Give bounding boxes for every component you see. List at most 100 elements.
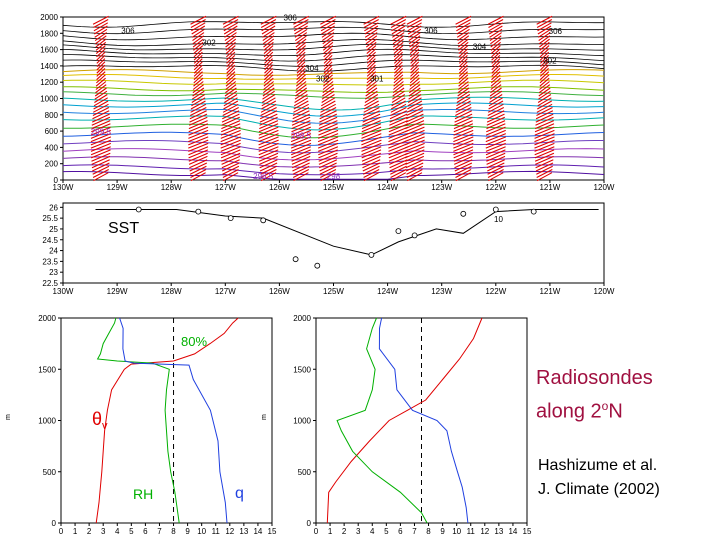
wind-barb [224,35,237,45]
wind-barb [318,146,339,156]
wind-barb [540,58,549,67]
wind-barb [453,149,474,159]
wind-barb [409,77,420,87]
contour-line [62,59,605,67]
wind-barb [190,172,206,182]
wind-barb [220,133,241,143]
wind-barb [222,103,239,113]
wind-barb [405,159,424,169]
contour-label: 299.5 [91,127,112,136]
cross-section-axes: 130W 129W 128W 127W 126W 125W 124W 123W 122W 121W… [40,13,615,192]
wind-barb [538,32,551,42]
wind-barb [222,110,240,120]
wind-barb [389,162,408,172]
wind-barb [323,58,333,67]
wind-barb [455,172,471,182]
wind-barb [262,32,275,42]
wind-barb [458,61,468,71]
wind-barb [407,97,422,107]
contour-line [63,123,605,139]
wind-barb [262,90,275,100]
wind-barb [365,87,378,97]
wind-barb [361,120,381,130]
wind-barb [485,139,507,149]
wind-barb [294,32,308,42]
wind-barb [259,116,278,126]
wind-barb [364,25,379,35]
wind-barb [410,61,420,71]
wind-barb [263,41,274,51]
contour-line [62,43,605,51]
wind-barb [258,142,279,152]
contour-line [62,131,605,146]
wind-barb [536,107,553,116]
contour-label: 306 [549,27,563,36]
wind-barb [295,87,308,97]
wind-barb [534,146,555,156]
wind-barb [535,155,554,165]
y-tick-label: 200 [45,160,59,169]
sst-marker [492,206,499,213]
wind-barb [535,110,554,120]
wind-barb [404,139,425,149]
wind-barb [365,32,378,42]
wind-barb [405,120,425,130]
wind-barb [295,77,307,87]
wind-barb [192,81,204,90]
wind-barb [188,123,209,133]
y-tick-label: 1000 [40,95,58,104]
contour-line [62,109,605,124]
wind-barb [93,100,109,110]
wind-barb [320,172,336,182]
wind-barb [193,55,203,64]
y-tick-label: 23 [49,268,58,277]
y-tick-label: 800 [45,111,59,120]
wind-barb [458,48,469,58]
wind-barb [96,51,106,61]
wind-barb [92,162,110,172]
wind-barb [392,38,404,48]
wind-barb [188,120,208,130]
wind-barb [409,48,420,58]
wind-barb [457,32,470,42]
contour-line [62,91,605,99]
wind-barb [222,165,240,175]
wind-barb [456,90,470,100]
wind-barb [95,77,106,87]
wind-barb [190,100,206,110]
rh-80-label: 80% [181,334,207,349]
wind-barb [390,19,407,28]
wind-barb [458,64,468,74]
wind-barb [490,81,502,90]
wind-barb [361,129,382,139]
contour-lines [62,21,605,180]
wind-barb [292,162,310,172]
x-tick-label: 1 [73,527,78,536]
wind-barb [364,28,378,38]
wind-barb [406,110,424,120]
wind-barb [296,61,306,71]
wind-barb [188,152,208,162]
wind-barb [189,162,208,172]
wind-barb [361,155,381,165]
wind-barb [388,152,409,162]
wind-barb [488,22,504,32]
y-tick-label: 2000 [38,314,56,323]
contour-line [62,64,605,72]
wind-barb [366,51,376,61]
wind-barb [221,155,241,165]
wind-barb [487,15,504,25]
wind-barb [366,45,377,55]
wind-barb [453,139,474,149]
wind-barb [540,61,549,71]
sst-frame [62,202,605,284]
sst-marker [460,210,467,217]
wind-barb [408,35,421,45]
wind-barb [291,159,311,169]
wind-barb [226,68,236,77]
wind-barb [222,169,239,178]
wind-barb [539,45,550,55]
wind-barb [408,32,421,42]
wind-barb [323,74,333,84]
wind-barb [321,97,336,107]
